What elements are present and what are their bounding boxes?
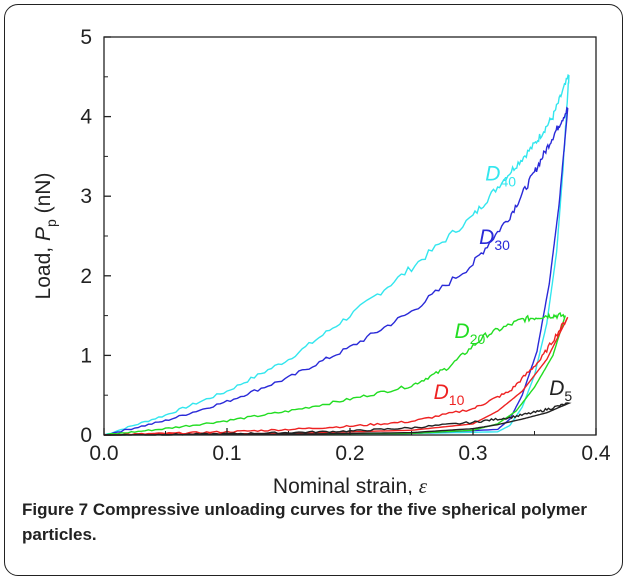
series-label-d5: D5 (549, 377, 572, 404)
figure-frame (4, 4, 623, 576)
series-label-d10: D10 (434, 381, 465, 408)
series-line-d40 (103, 73, 570, 436)
y-axis-label: Load, Pp (nN) (32, 173, 59, 300)
x-tick-label: 0.1 (212, 442, 241, 465)
series-label-d40: D40 (485, 162, 516, 189)
series-line-d30 (104, 106, 569, 436)
y-tick-label: 4 (80, 106, 92, 129)
plot-area (103, 36, 597, 436)
series-line-d20 (103, 311, 566, 436)
y-tick-label: 3 (80, 185, 92, 208)
caption-text: Compressive unloading curves for the fiv… (22, 500, 587, 544)
x-tick-label: 0.0 (89, 442, 118, 465)
series-line-d5 (103, 402, 572, 436)
y-tick-label: 0 (80, 424, 92, 447)
x-tick-label: 0.4 (581, 442, 611, 465)
figure-caption: Figure 7 Compressive unloading curves fo… (22, 497, 612, 547)
series-label-d20: D20 (455, 320, 486, 347)
caption-label: Figure 7 (22, 500, 89, 519)
series-label-d30: D30 (479, 226, 510, 253)
series-line-d10 (103, 316, 569, 436)
y-tick-label: 5 (80, 26, 92, 49)
x-tick-label: 0.2 (335, 442, 364, 465)
y-tick-label: 1 (80, 344, 92, 367)
x-axis-label: Nominal strain, ε (273, 474, 428, 495)
y-tick-label: 2 (80, 265, 92, 288)
x-tick-label: 0.3 (458, 442, 487, 465)
